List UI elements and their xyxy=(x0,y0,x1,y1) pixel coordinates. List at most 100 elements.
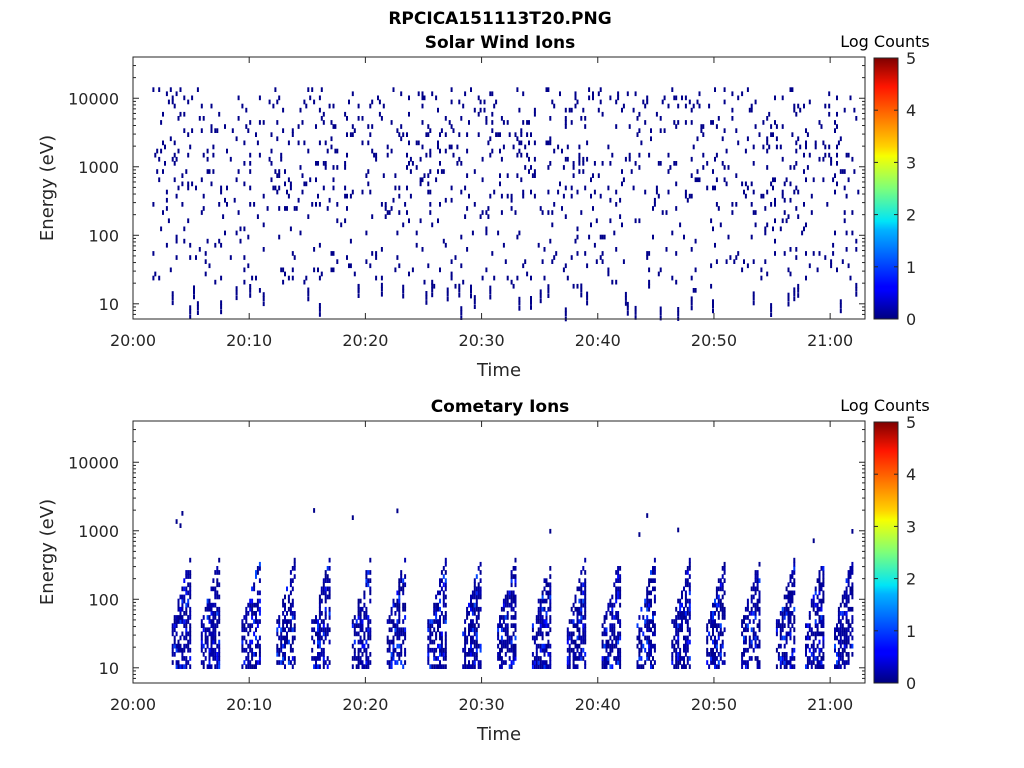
heatmap-cell xyxy=(551,259,554,264)
heatmap-cell xyxy=(470,643,472,649)
heatmap-cell xyxy=(510,615,513,620)
heatmap-cell xyxy=(473,643,476,649)
figure-title: RPCICA151113T20.PNG xyxy=(388,9,611,29)
heatmap-cell xyxy=(646,602,649,608)
heatmap-cell xyxy=(789,635,792,641)
heatmap-cell xyxy=(568,656,571,661)
heatmap-cell xyxy=(450,259,453,264)
heatmap-cell xyxy=(502,144,505,150)
heatmap-cell xyxy=(177,664,180,669)
heatmap-cell xyxy=(293,557,296,563)
heatmap-cell xyxy=(450,275,453,281)
heatmap-cell xyxy=(289,643,292,649)
heatmap-cell xyxy=(686,647,689,653)
heatmap-cell xyxy=(789,574,792,579)
heatmap-cell xyxy=(837,631,840,637)
heatmap-cell xyxy=(808,627,811,633)
heatmap-cell xyxy=(541,623,544,628)
heatmap-cell xyxy=(256,602,259,608)
heatmap-cell xyxy=(816,623,819,628)
heatmap-cell xyxy=(576,99,579,105)
heatmap-cell xyxy=(539,623,542,628)
colorbar-tick-label: 2 xyxy=(906,206,916,225)
heatmap-cell xyxy=(256,598,259,604)
heatmap-cell xyxy=(522,120,525,125)
heatmap-cell xyxy=(576,226,579,232)
heatmap-cell xyxy=(276,660,279,665)
colorbar-tick-label: 1 xyxy=(906,258,916,277)
heatmap-cell xyxy=(837,656,840,661)
heatmap-cell xyxy=(652,570,654,575)
heatmap-cell xyxy=(487,214,490,219)
heatmap-cell xyxy=(712,627,714,633)
heatmap-cell xyxy=(789,578,792,583)
heatmap-cell xyxy=(179,111,182,117)
heatmap-cell xyxy=(723,165,726,170)
heatmap-cell xyxy=(344,161,347,166)
heatmap-cell xyxy=(154,152,157,158)
heatmap-cell xyxy=(504,623,507,628)
heatmap-cell xyxy=(715,152,718,158)
heatmap-cell xyxy=(322,111,325,117)
heatmap-cell xyxy=(557,144,560,150)
heatmap-cell xyxy=(479,590,482,596)
heatmap-cell xyxy=(712,299,714,304)
heatmap-cell xyxy=(216,623,219,628)
heatmap-cell xyxy=(843,647,846,653)
heatmap-cell xyxy=(836,623,838,628)
heatmap-cell xyxy=(719,647,722,653)
heatmap-cell xyxy=(543,247,546,252)
heatmap-cell xyxy=(468,631,470,637)
heatmap-cell xyxy=(836,124,838,129)
heatmap-cell xyxy=(359,619,362,624)
heatmap-cell xyxy=(440,664,443,669)
heatmap-cell xyxy=(189,647,192,653)
heatmap-cell xyxy=(169,87,172,92)
heatmap-cell xyxy=(601,234,604,240)
heatmap-cell xyxy=(253,602,256,608)
heatmap-cell xyxy=(584,606,587,612)
heatmap-cell xyxy=(177,660,180,665)
heatmap-cell xyxy=(543,643,546,649)
heatmap-cell xyxy=(152,251,155,256)
heatmap-cell xyxy=(200,643,203,649)
heatmap-cell xyxy=(667,103,670,109)
heatmap-cell xyxy=(324,590,327,596)
heatmap-cell xyxy=(834,635,836,641)
heatmap-cell xyxy=(762,120,765,125)
heatmap-cell xyxy=(179,611,182,616)
heatmap-cell xyxy=(721,606,724,612)
heatmap-cell xyxy=(849,606,852,612)
heatmap-cell xyxy=(752,295,755,301)
heatmap-cell xyxy=(549,116,552,121)
heatmap-cell xyxy=(582,590,585,596)
heatmap-cell xyxy=(843,218,846,224)
heatmap-cell xyxy=(744,660,747,665)
heatmap-cell xyxy=(208,627,211,633)
heatmap-cell xyxy=(663,128,666,133)
heatmap-cell xyxy=(216,606,219,612)
heatmap-cell xyxy=(318,202,321,207)
heatmap-cell xyxy=(318,652,321,657)
heatmap-cell xyxy=(671,643,674,649)
heatmap-cell xyxy=(291,635,294,641)
heatmap-cell xyxy=(839,308,842,314)
heatmap-cell xyxy=(289,590,292,596)
heatmap-cell xyxy=(258,578,261,583)
heatmap-cell xyxy=(204,639,207,645)
heatmap-cell xyxy=(175,643,178,649)
heatmap-cell xyxy=(708,664,711,669)
heatmap-cell xyxy=(470,647,472,653)
heatmap-cell xyxy=(582,566,585,571)
heatmap-cell xyxy=(202,623,205,628)
heatmap-cell xyxy=(570,639,573,645)
heatmap-cell xyxy=(404,635,407,641)
heatmap-cell xyxy=(543,586,546,592)
heatmap-cell xyxy=(487,206,490,211)
heatmap-cell xyxy=(605,631,608,637)
heatmap-cell xyxy=(611,279,614,285)
heatmap-cell xyxy=(444,615,447,620)
heatmap-cell xyxy=(675,619,678,624)
heatmap-cell xyxy=(396,652,399,657)
